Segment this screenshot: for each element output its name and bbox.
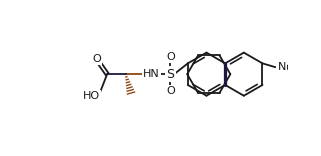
- Text: HO: HO: [82, 91, 100, 101]
- Text: O: O: [166, 52, 175, 62]
- Text: O: O: [92, 54, 101, 64]
- Text: N: N: [278, 62, 286, 72]
- Text: HN: HN: [143, 69, 160, 79]
- Text: S: S: [166, 68, 174, 81]
- Text: O: O: [166, 86, 175, 96]
